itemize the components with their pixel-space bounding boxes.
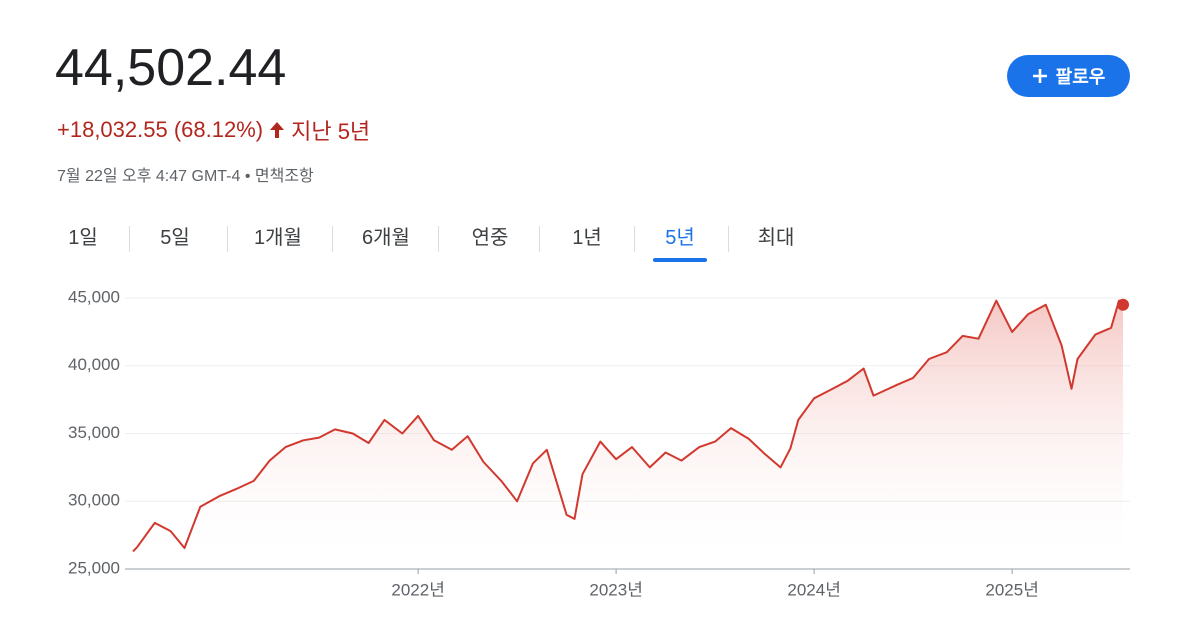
chart: 25,000 30,000 35,000 40,000 45,000 2022년 2023년… bbox=[68, 287, 1130, 599]
x-tick-label: 2022년 bbox=[391, 580, 444, 599]
end-dot bbox=[1117, 298, 1129, 311]
x-tick-label: 2025년 bbox=[985, 580, 1038, 599]
area bbox=[133, 300, 1123, 569]
tab-separator bbox=[438, 226, 439, 252]
tab-separator bbox=[538, 226, 540, 252]
range-tab[interactable]: 연중 bbox=[471, 227, 509, 249]
tab-separator bbox=[728, 226, 729, 252]
change: +18,032.55 (68.12%) bbox=[57, 117, 264, 142]
range-tab[interactable]: 1년 bbox=[572, 227, 602, 249]
range-tab[interactable]: 6개월 bbox=[362, 227, 410, 249]
timestamp: 7월 22일 오후 4:47 GMT-4 • 면책조항 bbox=[57, 168, 314, 185]
range-tab[interactable]: 5년 bbox=[665, 227, 695, 249]
change-row: +18,032.55 (68.12%) 지난 5년 bbox=[57, 114, 370, 146]
active-underline bbox=[653, 258, 707, 262]
y-tick-label: 30,000 bbox=[68, 491, 120, 510]
tab-separator bbox=[129, 226, 130, 252]
up-arrow bbox=[270, 122, 285, 138]
period: 지난 5년 bbox=[291, 119, 371, 144]
range-tab[interactable]: 1일 bbox=[68, 227, 98, 249]
plus-icon bbox=[1032, 69, 1047, 83]
follow-label: 팔로우 bbox=[1055, 67, 1106, 87]
price: 44,502.44 bbox=[55, 39, 287, 97]
price-line bbox=[132, 299, 1124, 553]
tab-separator bbox=[226, 226, 228, 252]
y-tick-label: 45,000 bbox=[68, 287, 120, 306]
y-tick-label: 35,000 bbox=[68, 423, 120, 442]
follow-button[interactable]: 팔로우 bbox=[1007, 55, 1130, 97]
range-tab[interactable]: 1개월 bbox=[254, 227, 302, 249]
x-tick-label: 2023년 bbox=[589, 580, 642, 599]
y-tick-label: 25,000 bbox=[68, 558, 120, 577]
x-tick-label: 2024년 bbox=[787, 580, 840, 599]
y-tick-label: 40,000 bbox=[68, 355, 120, 374]
tab-separator bbox=[332, 226, 333, 252]
range-tab[interactable]: 최대 bbox=[757, 227, 795, 249]
range-tab[interactable]: 5일 bbox=[160, 227, 190, 249]
tab-separator bbox=[633, 226, 635, 252]
range-tabs: 1일 5일 1개월 6개월 연중 1년 5년 최대 bbox=[40, 218, 840, 262]
